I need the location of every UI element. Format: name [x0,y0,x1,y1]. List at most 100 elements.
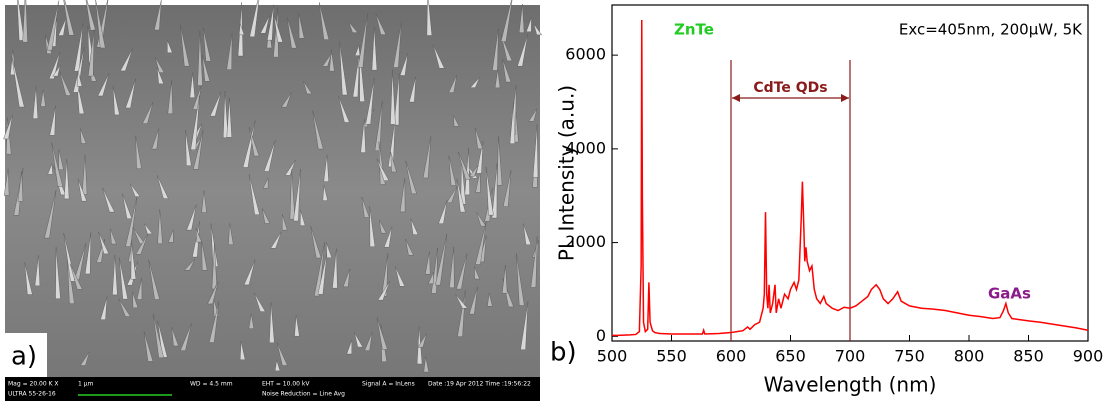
nanowire [135,135,142,169]
info-text: ULTRA 55-26-16 [8,391,56,398]
x-tick-label: 700 [835,347,866,366]
nanowire [11,55,25,108]
nanowire [243,259,256,286]
nanowire [509,102,516,144]
nanowire [195,228,202,243]
nanowire [342,268,351,287]
nanowire [184,259,195,271]
nanowire [485,167,494,216]
x-tick-label: 500 [597,347,628,366]
x-tick-label: 650 [775,347,806,366]
nanowire [375,13,387,35]
nanowire [376,158,390,181]
sem-background [5,5,540,377]
nanowire [3,114,13,140]
nanowire [185,130,192,166]
nanowire [293,168,301,222]
nanowire [376,317,388,350]
nanowire [130,240,137,280]
nanowire [475,171,481,193]
nanowire [492,28,499,71]
nanowire [120,48,133,72]
nanowire [44,190,57,239]
y-tick-label: 2000 [565,232,606,251]
x-tick-label: 850 [1013,347,1044,366]
nanowire [102,187,115,213]
nanowire [180,25,190,67]
info-text: WD = 4.5 mm [190,381,233,388]
nanowire [456,253,468,290]
annotation: ZnTe [674,21,714,39]
nanowire [282,214,288,231]
nanowire [390,69,396,125]
nanowire [208,301,220,343]
nanowire [322,53,332,67]
nanowire [360,119,366,153]
nanowire [24,262,33,295]
nanowire [270,231,282,249]
nanowire [157,320,168,358]
nanowire [530,236,538,288]
panel-label: b) [550,338,577,368]
nanowire [125,196,138,247]
nanowire [516,253,525,306]
nanowire [190,95,200,150]
nanowire [135,234,149,255]
nanowire [432,44,445,69]
nanowire [491,163,498,219]
nanowire [34,255,41,287]
nanowire [58,17,67,36]
nanowire [155,57,165,73]
nanowire [40,89,46,107]
nanowire [423,356,430,373]
info-text: Date :19 Apr 2012 Time :19:56:22 [428,381,531,388]
nanowire [322,185,328,201]
nanowire [16,0,25,41]
nanowire [357,13,368,68]
nanowire [262,208,271,224]
nanowire [533,23,543,36]
nanowire [502,170,512,207]
nanowire [425,251,431,275]
nanowire [112,255,118,296]
nanowire [520,301,529,350]
nanowire [197,31,203,86]
nanowire [129,183,141,197]
nanowire [63,0,75,36]
nanowire [260,15,270,34]
nanowire [69,263,83,290]
nanowire [226,33,233,70]
x-axis-title: Wavelength (nm) [764,373,937,397]
nanowire [189,72,196,98]
nanowire [426,0,433,36]
nanowire [248,174,260,215]
nanowire [22,0,28,43]
nanowire [365,77,375,125]
nanowire [142,101,154,124]
nanowire [238,23,245,36]
nanowire [55,247,61,299]
nanowire [85,0,96,31]
nanowire [209,92,222,117]
nanowire [469,77,480,88]
nanowire [287,17,297,49]
nanowire [148,259,160,300]
nanowire [95,0,106,49]
nanowire [374,101,383,151]
nanowire [284,159,296,176]
nanowire [207,281,219,305]
nanowire [494,69,501,89]
nanowire [77,178,88,202]
info-text: EHT = 10.00 kV [262,381,310,388]
nanowire [388,117,396,168]
nanowire [51,142,63,187]
nanowire [364,332,373,351]
nanowire [63,232,76,282]
nanowire [167,229,174,243]
nanowire [202,27,212,62]
nanowire [399,178,406,213]
nanowire [58,149,64,170]
nanowire [74,23,84,72]
nanowire [476,140,484,174]
